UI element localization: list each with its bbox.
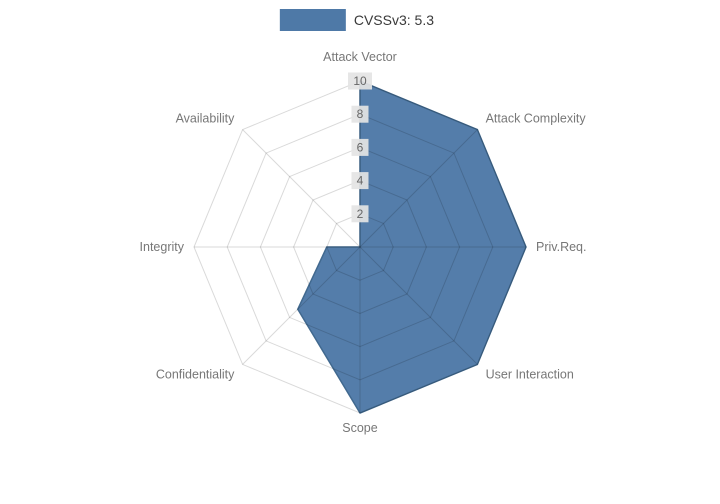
- legend-item-cvssv3[interactable]: CVSSv3: 5.3: [279, 9, 434, 31]
- radar-grid-ring: [259, 146, 461, 348]
- tick-backdrop: [351, 105, 369, 123]
- axis-label: Priv.Req.: [536, 240, 586, 254]
- tick-backdrop: [351, 138, 369, 156]
- axis-label: Confidentiality: [156, 368, 235, 382]
- radar-spoke: [242, 246, 361, 365]
- radar-grid-ring: [193, 80, 527, 414]
- axis-label: Availability: [176, 111, 236, 125]
- axis-label: Attack Complexity: [486, 111, 587, 125]
- radial-tick-label: 2: [357, 207, 364, 221]
- axis-label: User Interaction: [486, 368, 574, 382]
- axis-label: Scope: [342, 421, 377, 435]
- radial-tick-label: 10: [353, 74, 367, 88]
- radar-spoke: [359, 246, 478, 365]
- tick-backdrop: [348, 72, 372, 90]
- radar-spoke: [359, 129, 478, 248]
- radar-grid-ring: [326, 213, 394, 281]
- tick-backdrop: [351, 172, 369, 190]
- radar-series-polygon: [297, 80, 527, 414]
- tick-backdrop: [351, 205, 369, 223]
- axis-label: Integrity: [140, 240, 185, 254]
- radial-tick-label: 8: [357, 107, 364, 121]
- radial-tick-label: 4: [357, 174, 364, 188]
- axis-label: Attack Vector: [323, 50, 397, 64]
- radar-grid-ring: [226, 113, 494, 381]
- radar-spoke: [242, 129, 361, 248]
- radial-tick-label: 6: [357, 140, 364, 154]
- legend-swatch: [279, 9, 346, 31]
- legend-label: CVSSv3: 5.3: [353, 12, 434, 28]
- radar-grid-ring: [293, 180, 427, 314]
